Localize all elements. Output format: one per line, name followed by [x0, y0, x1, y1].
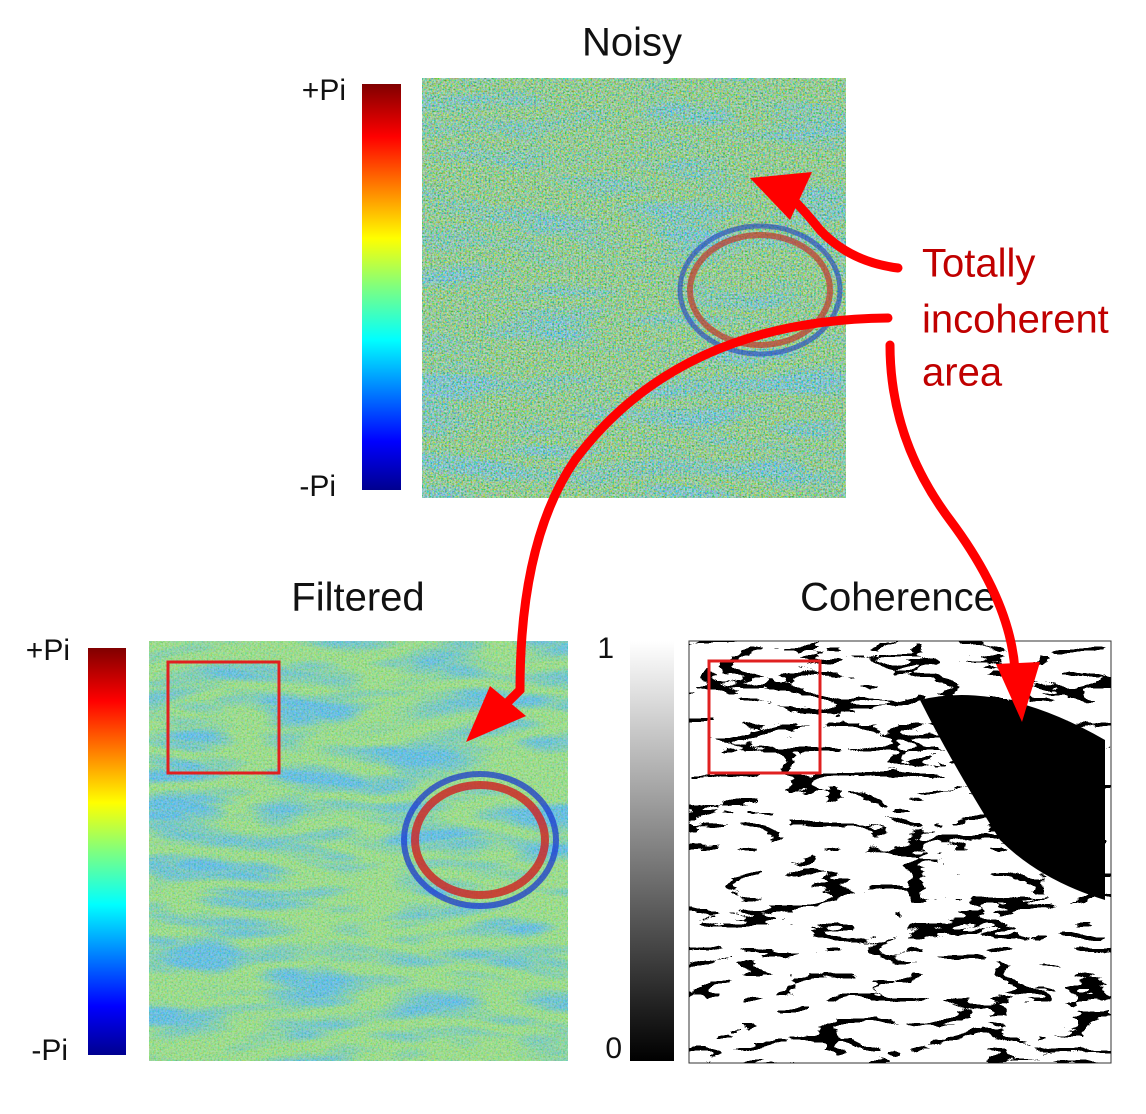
panel-title: Noisy [582, 21, 682, 65]
colorbar [88, 648, 126, 1055]
arrows [466, 172, 1040, 742]
panel-title: Filtered [291, 576, 424, 620]
panel-title: Coherence [800, 576, 996, 620]
colorbar-label: 0 [605, 1032, 622, 1065]
colorbar-label: +Pi [302, 74, 346, 107]
colorbar [362, 84, 401, 490]
noisy-image [422, 78, 846, 498]
annotation-text: Totally [922, 242, 1035, 286]
colorbar-label: -Pi [299, 470, 336, 503]
annotation-text: incoherent [922, 298, 1109, 342]
colorbar-label: +Pi [26, 634, 70, 667]
arrowhead [750, 172, 812, 220]
arrow [885, 340, 1020, 675]
arrowhead [996, 662, 1040, 722]
annotation-text: area [922, 351, 1003, 395]
coherence-image [688, 640, 1112, 1064]
arrowhead [466, 686, 526, 742]
arrow [500, 313, 893, 710]
colorbar-label: 1 [597, 632, 614, 665]
colorbar-label: -Pi [31, 1034, 68, 1067]
colorbar [630, 641, 674, 1061]
